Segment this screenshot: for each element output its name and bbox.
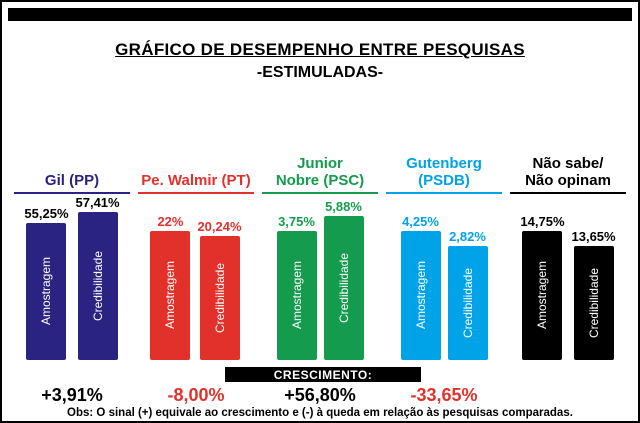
bar-series-label: Amostragem	[39, 257, 54, 326]
bar-amostragem: 14,75% Amostragem	[520, 214, 565, 360]
bar-amostragem: 22% Amostragem	[150, 214, 191, 360]
bar-value-label: 5,88%	[325, 199, 362, 214]
bar: Credibilidade	[573, 246, 614, 360]
bar: Amostragem	[400, 231, 441, 360]
bar-series-label: Credibilidade	[586, 267, 601, 339]
bar-series-label: Credibilidade	[90, 250, 105, 322]
group-header: Não sabe/ Não opinam	[509, 142, 627, 194]
growth-value-walmir: -8,00%	[167, 385, 225, 405]
bar-value-label: 13,65%	[571, 229, 616, 244]
bar-credibilidade: 13,65% Credibilidade	[572, 229, 616, 360]
bar-pair: 14,75% Amostragem 13,65% Credibilidade	[506, 194, 630, 360]
bar-credibilidade: 57,41% Credibilidade	[76, 195, 120, 360]
bar-series-label: Amostragem	[413, 261, 428, 330]
group-pe-walmir-pt: Pe. Walmir (PT) 22% Amostragem 20,24% Cr…	[134, 142, 258, 360]
group-header: Gutenberg (PSDB)	[385, 142, 503, 194]
growth-value-gutenberg: -33,65%	[410, 385, 478, 405]
growth-row: +3,91% -8,00% +56,80% -33,65%	[10, 382, 630, 409]
growth-value-junior: +56,80%	[284, 385, 356, 405]
bar-series-label: Credibilidade	[336, 252, 351, 324]
bar-pair: 55,25% Amostragem 57,41% Credibilidade	[10, 194, 134, 360]
bar-series-label: Credibilidade	[460, 267, 475, 339]
bar: Credibilidade	[199, 236, 240, 360]
bar-amostragem: 3,75% Amostragem	[276, 214, 317, 360]
bar-credibilidade: 20,24% Credibilidade	[197, 219, 242, 360]
group-junior-nobre-psc: Junior Nobre (PSC) 3,75% Amostragem 5,88…	[258, 142, 382, 360]
group-name-line1: Pe. Walmir (PT)	[141, 172, 251, 189]
bar-series-label: Amostragem	[289, 261, 304, 330]
chart-area: Gil (PP) 55,25% Amostragem 57,41% Credib…	[10, 142, 630, 360]
group-header: Gil (PP)	[13, 142, 131, 194]
bar-value-label: 55,25%	[24, 206, 69, 221]
bar-value-label: 14,75%	[520, 214, 565, 229]
bar: Amostragem	[522, 231, 563, 360]
group-gutenberg-psdb: Gutenberg (PSDB) 4,25% Amostragem 2,82% …	[382, 142, 506, 360]
group-nao-sabe: Não sabe/ Não opinam 14,75% Amostragem 1…	[506, 142, 630, 360]
group-header: Junior Nobre (PSC)	[261, 142, 379, 194]
bar-series-label: Credibilidade	[212, 262, 227, 334]
group-name-line1: Gutenberg	[406, 155, 482, 172]
group-name-line1: Não sabe/	[532, 155, 604, 172]
growth-value-spacer	[506, 382, 630, 409]
bar-pair: 3,75% Amostragem 5,88% Credibilidade	[258, 194, 382, 360]
bar-pair: 22% Amostragem 20,24% Credibilidade	[134, 194, 258, 360]
bar-series-label: Amostragem	[535, 261, 550, 330]
bar: Amostragem	[26, 223, 67, 360]
bar: Amostragem	[150, 231, 191, 360]
bar: Amostragem	[276, 231, 317, 360]
bar-value-label: 4,25%	[402, 214, 439, 229]
group-name-line1: Junior	[297, 155, 343, 172]
bar-value-label: 22%	[157, 214, 184, 229]
bar-value-label: 57,41%	[75, 195, 120, 210]
bar-value-label: 3,75%	[278, 214, 315, 229]
bar-amostragem: 4,25% Amostragem	[400, 214, 441, 360]
bar-value-label: 2,82%	[449, 229, 486, 244]
group-name-line1: Gil (PP)	[44, 172, 100, 189]
group-name-line2: Nobre (PSC)	[275, 172, 365, 189]
chart-title: GRÁFICO DE DESEMPENHO ENTRE PESQUISAS	[115, 40, 525, 59]
growth-value-gil: +3,91%	[41, 385, 103, 405]
crescimento-banner: CRESCIMENTO:	[225, 367, 421, 382]
footnote: Obs: O sinal (+) equivale ao crescimento…	[67, 407, 573, 419]
group-header: Pe. Walmir (PT)	[137, 142, 255, 194]
bar: Credibilidade	[323, 216, 364, 360]
bar-value-label: 20,24%	[197, 219, 242, 234]
group-name-line2: (PSDB)	[418, 172, 470, 189]
bar-credibilidade: 2,82% Credibilidade	[447, 229, 488, 360]
group-name-line2: Não opinam	[525, 172, 611, 189]
bar-series-label: Amostragem	[163, 261, 178, 330]
bar: Credibilidade	[77, 212, 118, 360]
bar-credibilidade: 5,88% Credibilidade	[323, 199, 364, 360]
bar: Credibilidade	[447, 246, 488, 360]
bar-amostragem: 55,25% Amostragem	[24, 206, 69, 360]
group-gil-pp: Gil (PP) 55,25% Amostragem 57,41% Credib…	[10, 142, 134, 360]
top-border-bar	[8, 8, 632, 21]
bar-pair: 4,25% Amostragem 2,82% Credibilidade	[382, 194, 506, 360]
chart-subtitle: -ESTIMULADAS-	[256, 64, 384, 81]
